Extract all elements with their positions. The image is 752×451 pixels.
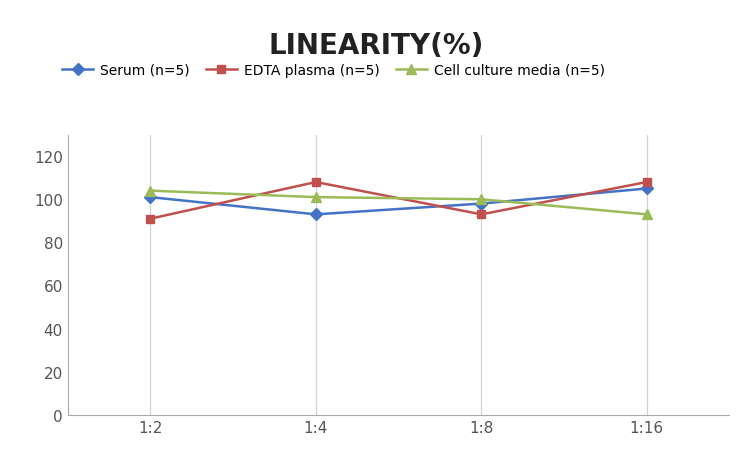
EDTA plasma (n=5) [311, 180, 320, 185]
Line: Serum (n=5): Serum (n=5) [146, 185, 651, 219]
Cell culture media (n=5) [477, 197, 486, 202]
Line: Cell culture media (n=5): Cell culture media (n=5) [146, 186, 651, 220]
Serum (n=5) [477, 202, 486, 207]
EDTA plasma (n=5) [146, 216, 155, 222]
Serum (n=5) [146, 195, 155, 200]
Cell culture media (n=5) [642, 212, 651, 217]
Cell culture media (n=5) [146, 189, 155, 194]
Text: LINEARITY(%): LINEARITY(%) [268, 32, 484, 60]
EDTA plasma (n=5) [477, 212, 486, 217]
Serum (n=5) [642, 186, 651, 192]
EDTA plasma (n=5) [642, 180, 651, 185]
Line: EDTA plasma (n=5): EDTA plasma (n=5) [146, 179, 651, 223]
Cell culture media (n=5) [311, 195, 320, 200]
Legend: Serum (n=5), EDTA plasma (n=5), Cell culture media (n=5): Serum (n=5), EDTA plasma (n=5), Cell cul… [59, 61, 608, 81]
Serum (n=5) [311, 212, 320, 217]
